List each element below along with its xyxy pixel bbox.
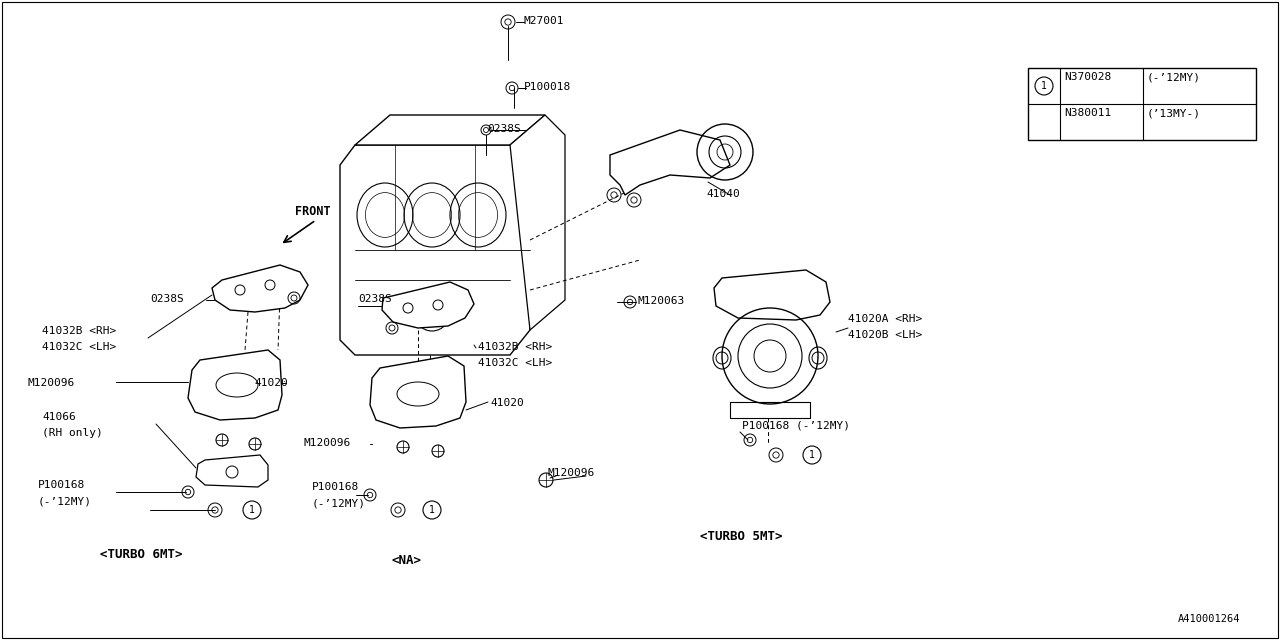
Text: M27001: M27001 xyxy=(524,16,564,26)
Polygon shape xyxy=(196,455,268,487)
Text: 41020A <RH>: 41020A <RH> xyxy=(849,314,923,324)
Text: P100168: P100168 xyxy=(38,480,86,490)
Text: 41032C <LH>: 41032C <LH> xyxy=(42,342,116,352)
Text: 0238S: 0238S xyxy=(150,294,184,304)
Polygon shape xyxy=(509,115,564,330)
Text: 41032B <RH>: 41032B <RH> xyxy=(477,342,552,352)
Text: M120063: M120063 xyxy=(637,296,685,306)
Polygon shape xyxy=(611,130,730,195)
Polygon shape xyxy=(188,350,282,420)
Text: 0238S: 0238S xyxy=(486,124,521,134)
Text: M120096: M120096 xyxy=(548,468,595,478)
Text: (-’12MY): (-’12MY) xyxy=(38,496,92,506)
Text: <TURBO 5MT>: <TURBO 5MT> xyxy=(700,530,782,543)
Text: P100168: P100168 xyxy=(312,482,360,492)
Text: 1: 1 xyxy=(429,505,435,515)
Text: 1: 1 xyxy=(809,450,815,460)
Text: 0238S: 0238S xyxy=(358,294,392,304)
Text: N380011: N380011 xyxy=(1064,108,1111,118)
Text: 41040: 41040 xyxy=(707,189,740,199)
Polygon shape xyxy=(340,145,530,355)
Text: (RH only): (RH only) xyxy=(42,428,102,438)
Text: 41032C <LH>: 41032C <LH> xyxy=(477,358,552,368)
Text: FRONT: FRONT xyxy=(294,205,330,218)
Text: (’13MY-): (’13MY-) xyxy=(1147,108,1201,118)
Ellipse shape xyxy=(809,347,827,369)
Polygon shape xyxy=(370,356,466,428)
Text: 41066: 41066 xyxy=(42,412,76,422)
Text: N370028: N370028 xyxy=(1064,72,1111,82)
Text: 41020B <LH>: 41020B <LH> xyxy=(849,330,923,340)
Text: P100168 (-’12MY): P100168 (-’12MY) xyxy=(742,420,850,430)
Text: 41020: 41020 xyxy=(490,398,524,408)
Text: 41032B <RH>: 41032B <RH> xyxy=(42,326,116,336)
Text: (-’12MY): (-’12MY) xyxy=(1147,72,1201,82)
Text: M120096: M120096 xyxy=(28,378,76,388)
Text: (-’12MY): (-’12MY) xyxy=(312,498,366,508)
Text: 41020: 41020 xyxy=(253,378,288,388)
Bar xyxy=(1028,68,1256,140)
Text: M120096: M120096 xyxy=(305,438,351,448)
Text: <TURBO 6MT>: <TURBO 6MT> xyxy=(100,548,183,561)
Ellipse shape xyxy=(713,347,731,369)
Polygon shape xyxy=(714,270,829,320)
Polygon shape xyxy=(381,282,474,328)
Text: 1: 1 xyxy=(250,505,255,515)
Polygon shape xyxy=(355,115,545,145)
Text: A410001264: A410001264 xyxy=(1178,614,1240,624)
Text: P100018: P100018 xyxy=(524,82,571,92)
Text: 1: 1 xyxy=(1041,81,1047,91)
Text: <NA>: <NA> xyxy=(392,554,422,567)
Polygon shape xyxy=(212,265,308,312)
